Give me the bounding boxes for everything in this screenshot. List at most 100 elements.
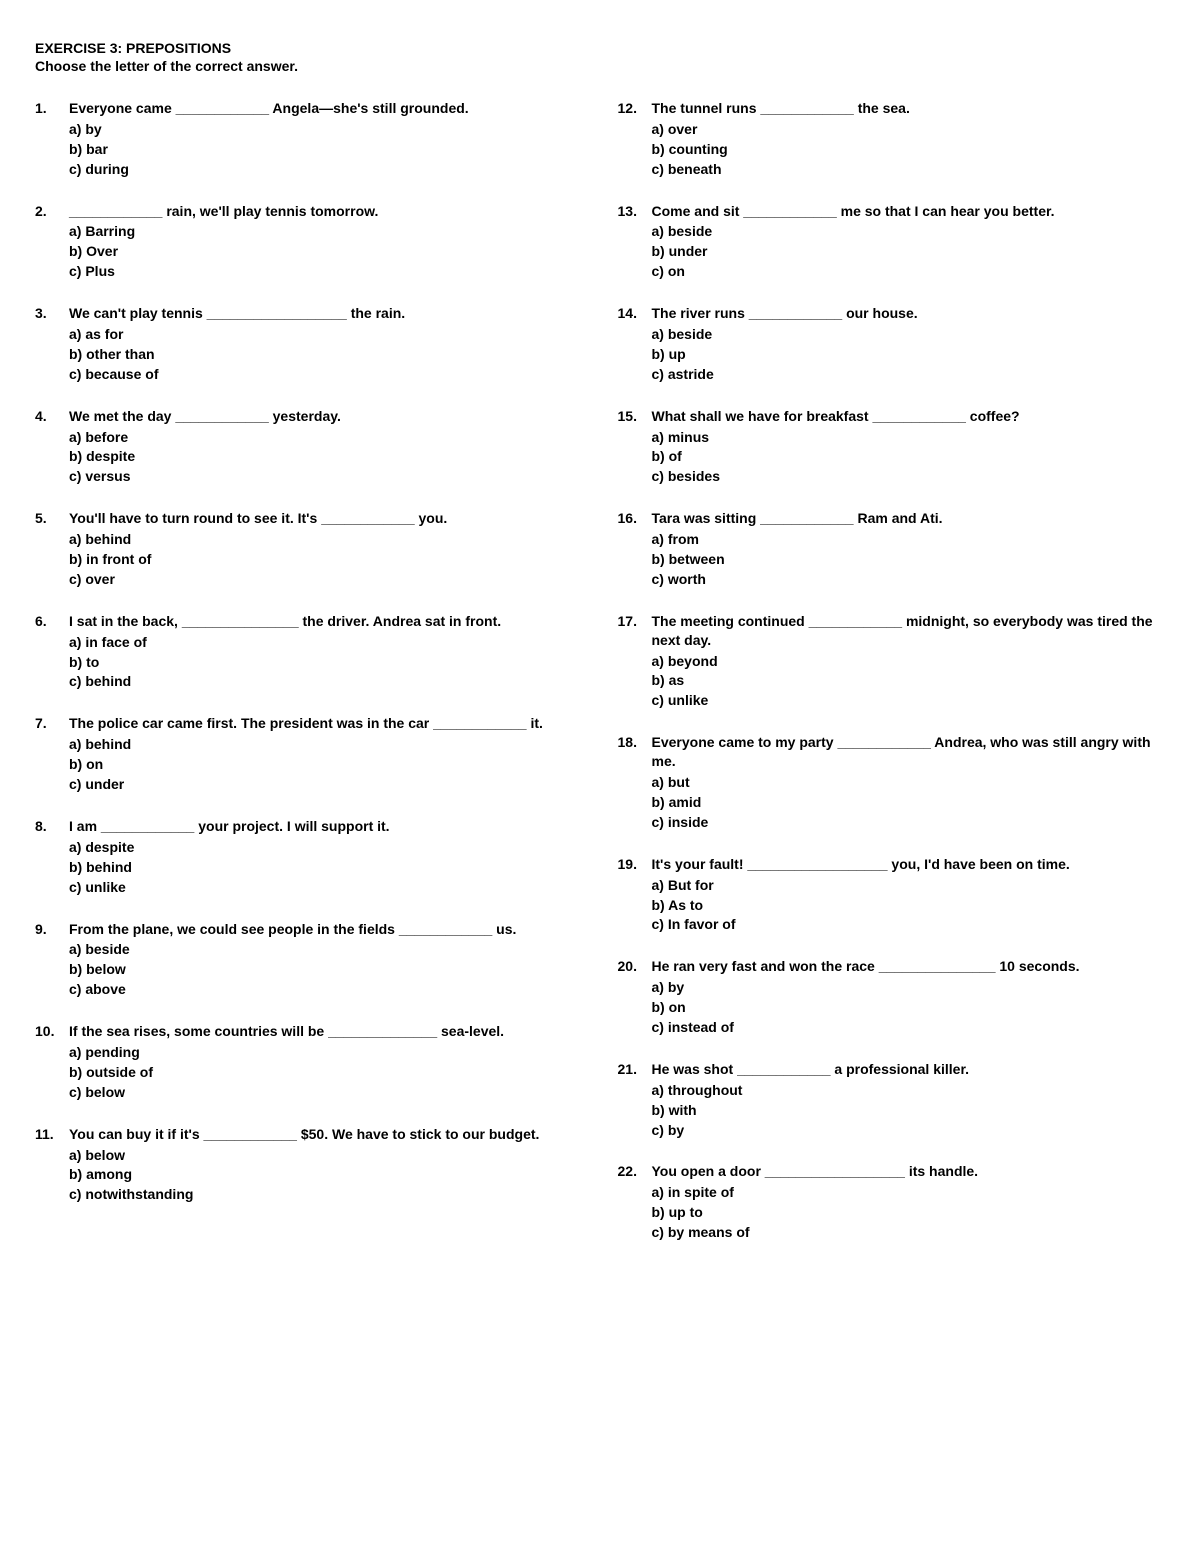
answer-choice[interactable]: c) versus bbox=[69, 467, 583, 486]
question: 21.He was shot ____________ a profession… bbox=[618, 1060, 1166, 1141]
answer-choice[interactable]: c) In favor of bbox=[652, 915, 1166, 934]
answer-choice[interactable]: a) behind bbox=[69, 530, 583, 549]
question-number: 15. bbox=[618, 407, 652, 488]
answer-choice[interactable]: b) up bbox=[652, 345, 1166, 364]
answer-choice[interactable]: b) despite bbox=[69, 447, 583, 466]
answer-choice[interactable]: c) during bbox=[69, 160, 583, 179]
answer-choice[interactable]: a) beyond bbox=[652, 652, 1166, 671]
question-number: 13. bbox=[618, 202, 652, 283]
answer-choice[interactable]: c) notwithstanding bbox=[69, 1185, 583, 1204]
answer-choice[interactable]: b) to bbox=[69, 653, 583, 672]
answer-choice[interactable]: b) bar bbox=[69, 140, 583, 159]
answer-choice[interactable]: b) outside of bbox=[69, 1063, 583, 1082]
question: 6.I sat in the back, _______________ the… bbox=[35, 612, 583, 693]
answer-choice[interactable]: b) on bbox=[652, 998, 1166, 1017]
answer-choice[interactable]: a) beside bbox=[652, 325, 1166, 344]
question-stem: We can't play tennis __________________ … bbox=[69, 304, 583, 323]
question-number: 22. bbox=[618, 1162, 652, 1243]
answer-choice[interactable]: c) besides bbox=[652, 467, 1166, 486]
question-body: He was shot ____________ a professional … bbox=[652, 1060, 1166, 1141]
question-stem: Come and sit ____________ me so that I c… bbox=[652, 202, 1166, 221]
answer-choice[interactable]: a) throughout bbox=[652, 1081, 1166, 1100]
question: 2.____________ rain, we'll play tennis t… bbox=[35, 202, 583, 283]
answer-choice[interactable]: a) as for bbox=[69, 325, 583, 344]
answer-choice[interactable]: b) of bbox=[652, 447, 1166, 466]
answer-choice[interactable]: a) before bbox=[69, 428, 583, 447]
answer-choice[interactable]: a) despite bbox=[69, 838, 583, 857]
answer-choice[interactable]: a) beside bbox=[69, 940, 583, 959]
question-number: 11. bbox=[35, 1125, 69, 1206]
answer-choice[interactable]: b) as bbox=[652, 671, 1166, 690]
answer-choice[interactable]: c) Plus bbox=[69, 262, 583, 281]
answer-choice[interactable]: a) by bbox=[652, 978, 1166, 997]
answer-choice[interactable]: c) behind bbox=[69, 672, 583, 691]
exercise-title: EXERCISE 3: PREPOSITIONS bbox=[35, 40, 1165, 56]
answer-choice[interactable]: b) in front of bbox=[69, 550, 583, 569]
question: 11.You can buy it if it's ____________ $… bbox=[35, 1125, 583, 1206]
answer-choice[interactable]: a) in spite of bbox=[652, 1183, 1166, 1202]
answer-choice[interactable]: b) between bbox=[652, 550, 1166, 569]
answer-choice[interactable]: b) on bbox=[69, 755, 583, 774]
question: 20.He ran very fast and won the race ___… bbox=[618, 957, 1166, 1038]
answer-choice[interactable]: b) As to bbox=[652, 896, 1166, 915]
answer-choice[interactable]: b) under bbox=[652, 242, 1166, 261]
answer-choice[interactable]: c) under bbox=[69, 775, 583, 794]
question-body: Come and sit ____________ me so that I c… bbox=[652, 202, 1166, 283]
answer-choice[interactable]: b) with bbox=[652, 1101, 1166, 1120]
answer-choice[interactable]: a) by bbox=[69, 120, 583, 139]
question-number: 16. bbox=[618, 509, 652, 590]
question-stem: You'll have to turn round to see it. It'… bbox=[69, 509, 583, 528]
answer-choice[interactable]: c) by bbox=[652, 1121, 1166, 1140]
answer-choice[interactable]: b) counting bbox=[652, 140, 1166, 159]
answer-choice[interactable]: a) But for bbox=[652, 876, 1166, 895]
answer-choice[interactable]: c) worth bbox=[652, 570, 1166, 589]
answer-choice[interactable]: b) Over bbox=[69, 242, 583, 261]
answer-choice[interactable]: b) up to bbox=[652, 1203, 1166, 1222]
question-number: 3. bbox=[35, 304, 69, 385]
question-body: If the sea rises, some countries will be… bbox=[69, 1022, 583, 1103]
answer-choice[interactable]: b) amid bbox=[652, 793, 1166, 812]
answer-choice[interactable]: c) below bbox=[69, 1083, 583, 1102]
right-column: 12.The tunnel runs ____________ the sea.… bbox=[618, 99, 1166, 1265]
answer-choice[interactable]: c) because of bbox=[69, 365, 583, 384]
answer-choice[interactable]: b) among bbox=[69, 1165, 583, 1184]
answer-choice[interactable]: b) below bbox=[69, 960, 583, 979]
answer-choice[interactable]: c) astride bbox=[652, 365, 1166, 384]
question: 18.Everyone came to my party ___________… bbox=[618, 733, 1166, 832]
answer-choice[interactable]: a) over bbox=[652, 120, 1166, 139]
question-body: He ran very fast and won the race ______… bbox=[652, 957, 1166, 1038]
answer-choice[interactable]: a) pending bbox=[69, 1043, 583, 1062]
question-number: 1. bbox=[35, 99, 69, 180]
question-stem: What shall we have for breakfast _______… bbox=[652, 407, 1166, 426]
question-number: 14. bbox=[618, 304, 652, 385]
answer-choice[interactable]: c) on bbox=[652, 262, 1166, 281]
answer-choice[interactable]: a) behind bbox=[69, 735, 583, 754]
answer-choice[interactable]: c) unlike bbox=[652, 691, 1166, 710]
answer-choice[interactable]: a) but bbox=[652, 773, 1166, 792]
answer-choice[interactable]: c) beneath bbox=[652, 160, 1166, 179]
answer-choice[interactable]: a) beside bbox=[652, 222, 1166, 241]
answer-choice[interactable]: a) in face of bbox=[69, 633, 583, 652]
question-body: ____________ rain, we'll play tennis tom… bbox=[69, 202, 583, 283]
answer-choice[interactable]: b) other than bbox=[69, 345, 583, 364]
answer-choice[interactable]: c) over bbox=[69, 570, 583, 589]
columns-container: 1.Everyone came ____________ Angela—she'… bbox=[35, 99, 1165, 1265]
answer-choice[interactable]: c) instead of bbox=[652, 1018, 1166, 1037]
answer-choice[interactable]: c) by means of bbox=[652, 1223, 1166, 1242]
answer-choice[interactable]: a) from bbox=[652, 530, 1166, 549]
answer-choice[interactable]: b) behind bbox=[69, 858, 583, 877]
question: 7.The police car came first. The preside… bbox=[35, 714, 583, 795]
answer-choice[interactable]: a) below bbox=[69, 1146, 583, 1165]
question-number: 6. bbox=[35, 612, 69, 693]
instruction-text: Choose the letter of the correct answer. bbox=[35, 58, 1165, 74]
answer-choice[interactable]: a) Barring bbox=[69, 222, 583, 241]
question-body: The river runs ____________ our house.a)… bbox=[652, 304, 1166, 385]
answer-choice[interactable]: c) above bbox=[69, 980, 583, 999]
question-body: We can't play tennis __________________ … bbox=[69, 304, 583, 385]
answer-choice[interactable]: a) minus bbox=[652, 428, 1166, 447]
question: 16.Tara was sitting ____________ Ram and… bbox=[618, 509, 1166, 590]
question-body: Everyone came to my party ____________ A… bbox=[652, 733, 1166, 832]
answer-choice[interactable]: c) inside bbox=[652, 813, 1166, 832]
question: 12.The tunnel runs ____________ the sea.… bbox=[618, 99, 1166, 180]
answer-choice[interactable]: c) unlike bbox=[69, 878, 583, 897]
